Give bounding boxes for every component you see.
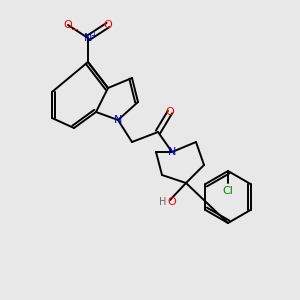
Text: O: O (166, 107, 174, 117)
Text: H: H (159, 197, 167, 207)
Text: O: O (168, 197, 176, 207)
Text: Cl: Cl (223, 186, 233, 196)
Text: N: N (84, 33, 92, 43)
Text: N: N (168, 147, 176, 157)
Text: O: O (103, 20, 112, 30)
Text: −: − (71, 25, 79, 35)
Text: +: + (91, 31, 98, 40)
Text: N: N (114, 115, 122, 125)
Text: O: O (64, 20, 72, 30)
